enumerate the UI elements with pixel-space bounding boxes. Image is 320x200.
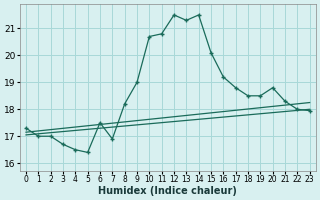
X-axis label: Humidex (Indice chaleur): Humidex (Indice chaleur) [98, 186, 237, 196]
